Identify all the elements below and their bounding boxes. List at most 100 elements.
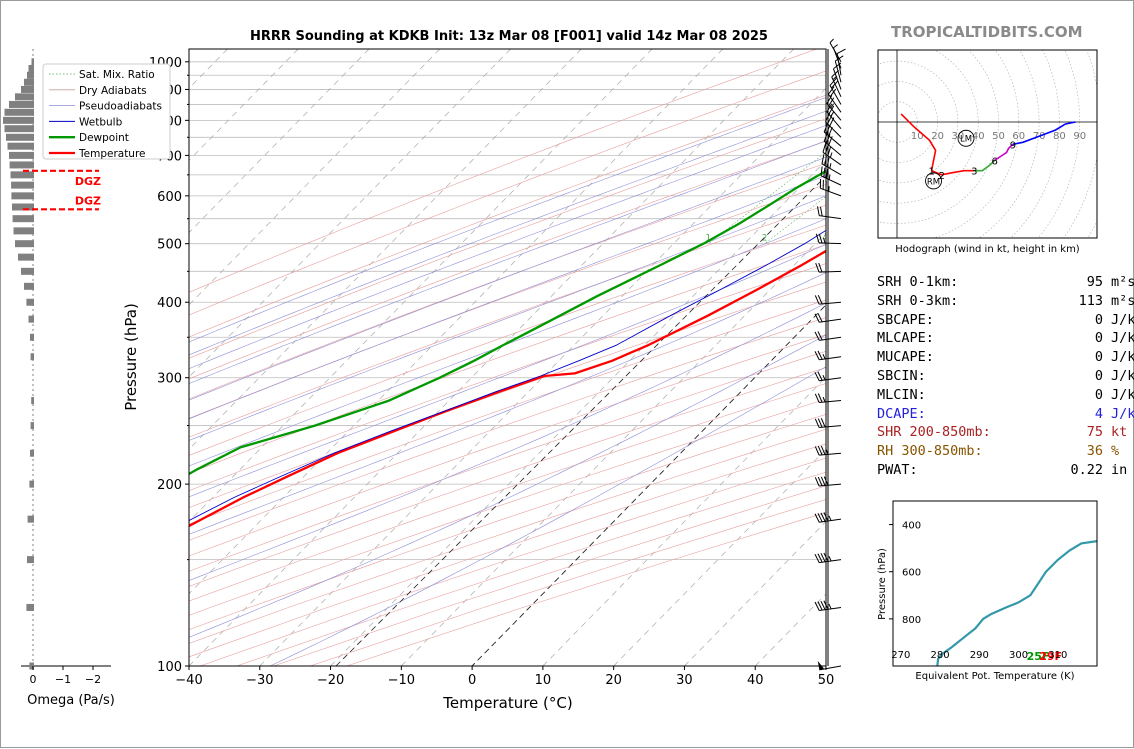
thetae-x-tick-label: 280 xyxy=(931,650,950,661)
mixing-ratio-label: 2 xyxy=(762,234,767,244)
omega-bar xyxy=(24,79,34,86)
mixing-ratio-line xyxy=(982,49,1134,244)
mixing-ratio-label: 13 xyxy=(932,234,943,244)
legend-label: Pseudoadiabats xyxy=(79,101,162,113)
omega-bar xyxy=(29,65,35,72)
x-tick-label: −30 xyxy=(246,673,273,688)
y-tick-label: 500 xyxy=(157,238,182,253)
omega-bar xyxy=(32,58,35,65)
omega-bar xyxy=(21,86,34,93)
stat-label: PWAT: xyxy=(877,461,1001,480)
omega-bar xyxy=(24,283,34,290)
stat-value: 0 xyxy=(1001,311,1103,330)
barb-staff xyxy=(819,357,841,360)
barb-flag xyxy=(820,207,822,216)
stat-value: 75 xyxy=(1001,423,1103,442)
thetae-plot-area xyxy=(937,541,1097,666)
omega-bar xyxy=(15,93,34,100)
brand-watermark: TROPICALTIDBITS.COM xyxy=(891,23,1083,41)
wind-barb xyxy=(817,206,841,218)
mixing-ratio-label: 10 xyxy=(906,234,917,244)
barb-staff xyxy=(820,188,841,196)
legend-label: Wetbulb xyxy=(79,116,123,128)
barb-flag xyxy=(819,263,822,272)
hodo-ring-label: 80 xyxy=(1053,131,1066,142)
omega-bar xyxy=(9,101,34,108)
isotherm-line xyxy=(189,49,794,666)
mixing-ratio-label: 6 xyxy=(860,234,865,244)
stat-unit: J/kg xyxy=(1103,329,1134,348)
barb-staff xyxy=(819,337,841,340)
stat-value: 113 xyxy=(1001,292,1103,311)
omega-x-tick-label: 0 xyxy=(30,673,37,686)
omega-bar xyxy=(30,450,34,457)
x-tick-label: −10 xyxy=(388,673,415,688)
stat-unit: J/kg xyxy=(1103,367,1134,386)
barb-half-flag xyxy=(823,354,825,359)
barb-staff xyxy=(819,519,841,522)
stat-label: SBCAPE: xyxy=(877,311,1001,330)
stat-value: 0 xyxy=(1001,367,1103,386)
omega-bar xyxy=(15,240,34,247)
stat-label: SRH 0-3km: xyxy=(877,292,1001,311)
stat-row: MLCAPE:0J/kg xyxy=(877,329,1134,348)
stat-label: SRH 0-1km: xyxy=(877,273,1001,292)
legend-label: Dewpoint xyxy=(79,132,129,144)
barb-staff xyxy=(819,560,841,563)
barb-staff xyxy=(819,216,841,219)
x-tick-label: 0 xyxy=(468,673,476,688)
stat-unit: J/kg xyxy=(1103,386,1134,405)
omega-bar xyxy=(11,182,34,189)
omega-bar xyxy=(26,604,34,611)
barb-half-flag xyxy=(830,163,831,168)
stat-unit: J/kg xyxy=(1103,348,1134,367)
omega-bar xyxy=(11,171,35,178)
y-tick-label: 400 xyxy=(157,296,182,311)
thetae-x-tick-label: 290 xyxy=(970,650,989,661)
barb-flag xyxy=(826,169,827,178)
stat-value: 0 xyxy=(1001,329,1103,348)
hodo-height-label: 3 xyxy=(971,167,977,178)
y-tick-label: 100 xyxy=(157,660,182,675)
stat-unit: m²s⁻² xyxy=(1103,292,1134,311)
omega-bar xyxy=(13,215,34,222)
omega-bar xyxy=(8,143,35,150)
stat-label: MUCAPE: xyxy=(877,348,1001,367)
thetae-y-label: Pressure (hPa) xyxy=(877,548,888,620)
omega-bar xyxy=(29,316,35,323)
mixing-ratio-line xyxy=(912,49,1134,244)
barb-half-flag xyxy=(829,556,831,561)
barb-half-flag xyxy=(830,39,834,43)
barb-pennant xyxy=(818,661,824,670)
barb-half-flag xyxy=(829,516,831,521)
stat-unit: J/kg xyxy=(1103,311,1134,330)
legend-label: Sat. Mix. Ratio xyxy=(79,69,155,81)
barb-half-flag xyxy=(829,174,830,179)
stat-value: 4 xyxy=(1001,405,1103,424)
chart-title: HRRR Sounding at KDKB Init: 13z Mar 08 [… xyxy=(250,29,768,44)
isotherm-line xyxy=(260,49,865,666)
omega-x-tick-label: −1 xyxy=(55,673,71,686)
omega-bar xyxy=(27,556,34,563)
theta-e-line xyxy=(937,541,1097,666)
omega-bar xyxy=(6,134,34,141)
barb-staff xyxy=(819,401,841,403)
wind-barb xyxy=(818,661,841,670)
omega-bar xyxy=(9,152,34,159)
stat-label: SHR 200-850mb: xyxy=(877,423,1001,442)
stat-row: MLCIN:0J/kg xyxy=(877,386,1134,405)
barb-staff xyxy=(821,176,841,185)
barb-flag xyxy=(816,263,819,272)
thetae-x-tick-label: 270 xyxy=(891,650,910,661)
thetae-x-label: Equivalent Pot. Temperature (K) xyxy=(915,671,1074,682)
thetae-y-tick-label: 600 xyxy=(902,568,921,579)
stat-value: 0.22 xyxy=(1001,461,1103,480)
omega-bar xyxy=(29,481,34,488)
y-tick-label: 200 xyxy=(157,478,182,493)
mixing-ratio-line xyxy=(825,49,1086,244)
x-tick-label: 20 xyxy=(605,673,622,688)
wind-barb xyxy=(820,179,841,196)
